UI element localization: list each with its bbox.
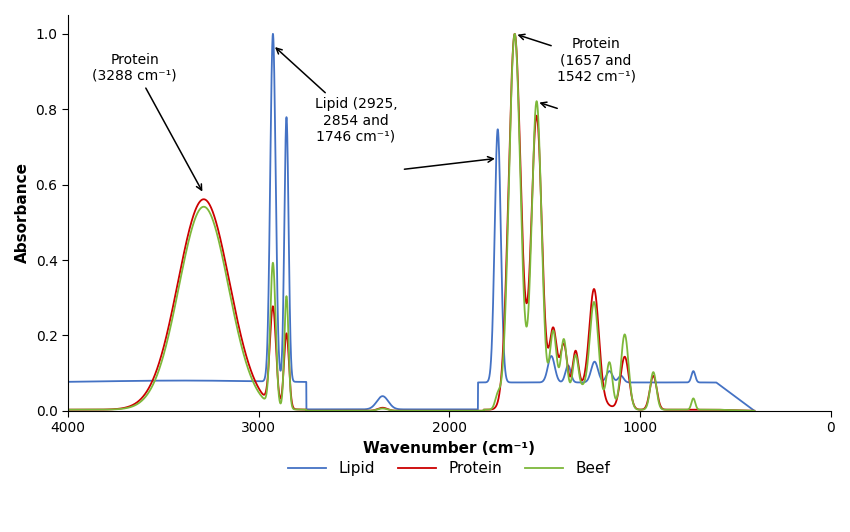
Lipid <box>98 378 108 385</box>
Lipid <box>749 408 759 414</box>
Protein <box>510 31 520 37</box>
Y-axis label: Absorbance: Absorbance <box>15 162 30 263</box>
Line: Protein: Protein <box>68 34 754 411</box>
Text: Protein
(1657 and
1542 cm⁻¹): Protein (1657 and 1542 cm⁻¹) <box>519 34 636 84</box>
Line: Lipid: Lipid <box>68 34 754 411</box>
Beef <box>510 31 520 37</box>
Legend: Lipid, Protein, Beef: Lipid, Protein, Beef <box>282 455 616 483</box>
Text: Protein
(3288 cm⁻¹): Protein (3288 cm⁻¹) <box>93 53 201 190</box>
Beef <box>98 406 108 413</box>
Beef <box>499 339 509 345</box>
Protein <box>98 406 108 413</box>
Text: Lipid (2925,
2854 and
1746 cm⁻¹): Lipid (2925, 2854 and 1746 cm⁻¹) <box>276 48 397 144</box>
Lipid <box>63 379 73 385</box>
X-axis label: Wavenumber (cm⁻¹): Wavenumber (cm⁻¹) <box>363 441 536 456</box>
Lipid <box>469 406 479 412</box>
Protein <box>469 408 479 414</box>
Protein <box>572 351 582 358</box>
Lipid <box>499 352 509 358</box>
Protein <box>749 408 759 414</box>
Beef <box>63 406 73 413</box>
Lipid <box>572 379 582 386</box>
Beef <box>609 386 619 392</box>
Beef <box>311 408 321 414</box>
Protein <box>609 403 619 409</box>
Lipid <box>609 375 619 381</box>
Lipid <box>311 406 321 412</box>
Protein <box>499 325 509 331</box>
Protein <box>311 408 321 414</box>
Beef <box>572 355 582 362</box>
Beef <box>469 408 479 414</box>
Protein <box>63 406 73 413</box>
Lipid <box>268 31 278 37</box>
Line: Beef: Beef <box>68 34 754 411</box>
Beef <box>749 408 759 414</box>
